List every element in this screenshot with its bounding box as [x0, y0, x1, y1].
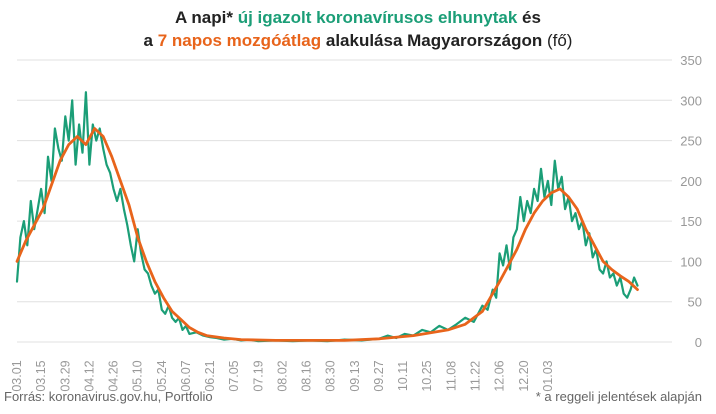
y-tick-label: 200 [680, 174, 702, 189]
title-text: A napi* [175, 8, 238, 27]
y-tick-label: 250 [680, 134, 702, 149]
y-tick-label: 100 [680, 254, 702, 269]
x-tick-label: 06.07 [179, 360, 193, 391]
source-text: Forrás: koronavirus.gov.hu, Portfolio [4, 389, 213, 404]
y-tick-label: 300 [680, 93, 702, 108]
moving-average-line [15, 127, 639, 342]
title-line-2: a 7 napos mozgóátlag alakulása Magyarors… [0, 29, 716, 52]
x-tick-label: 03.29 [58, 360, 72, 391]
x-tick-label: 11.08 [444, 361, 458, 391]
x-tick-label: 08.30 [324, 360, 338, 391]
x-tick-label: 03.15 [34, 360, 48, 391]
x-tick-label: 09.27 [372, 360, 386, 391]
y-tick-label: 50 [688, 295, 702, 310]
title-daily-series-text: új igazolt koronavírusos elhunytak [237, 8, 518, 27]
daily-deaths-line [15, 91, 639, 343]
x-tick-label: 11.22 [469, 361, 483, 391]
x-tick-label: 04.26 [107, 360, 121, 391]
title-text: alakulása Magyarországon [321, 31, 543, 50]
title-average-series-text: 7 napos mozgóátlag [157, 31, 322, 50]
x-tick-label: 09.13 [348, 360, 362, 391]
x-tick-label: 01.03 [541, 360, 555, 391]
x-tick-label: 12.06 [493, 360, 507, 391]
x-tick-label: 08.16 [300, 360, 314, 391]
x-tick-label: 12.20 [517, 360, 531, 391]
y-tick-label: 350 [680, 53, 702, 68]
x-tick-label: 03.01 [10, 360, 24, 391]
title-unit: (fő) [542, 31, 573, 50]
x-tick-label: 07.19 [251, 360, 265, 391]
title-text: a [143, 31, 158, 50]
y-tick-label: 0 [695, 335, 702, 350]
x-tick-label: 06.21 [203, 360, 217, 391]
x-tick-label: 08.02 [275, 360, 289, 391]
x-tick-label: 07.05 [227, 360, 241, 391]
footnote-text: * a reggeli jelentések alapján [535, 389, 702, 404]
x-tick-label: 04.12 [82, 360, 96, 391]
title-text: és [517, 8, 541, 27]
x-tick-label: 05.24 [155, 360, 169, 391]
y-tick-label: 150 [680, 214, 702, 229]
x-tick-label: 05.10 [131, 360, 145, 391]
x-tick-label: 10.11 [396, 361, 410, 391]
chart-title: A napi* új igazolt koronavírusos elhunyt… [0, 6, 716, 52]
title-line-1: A napi* új igazolt koronavírusos elhunyt… [0, 6, 716, 29]
x-tick-label: 10.25 [420, 360, 434, 391]
